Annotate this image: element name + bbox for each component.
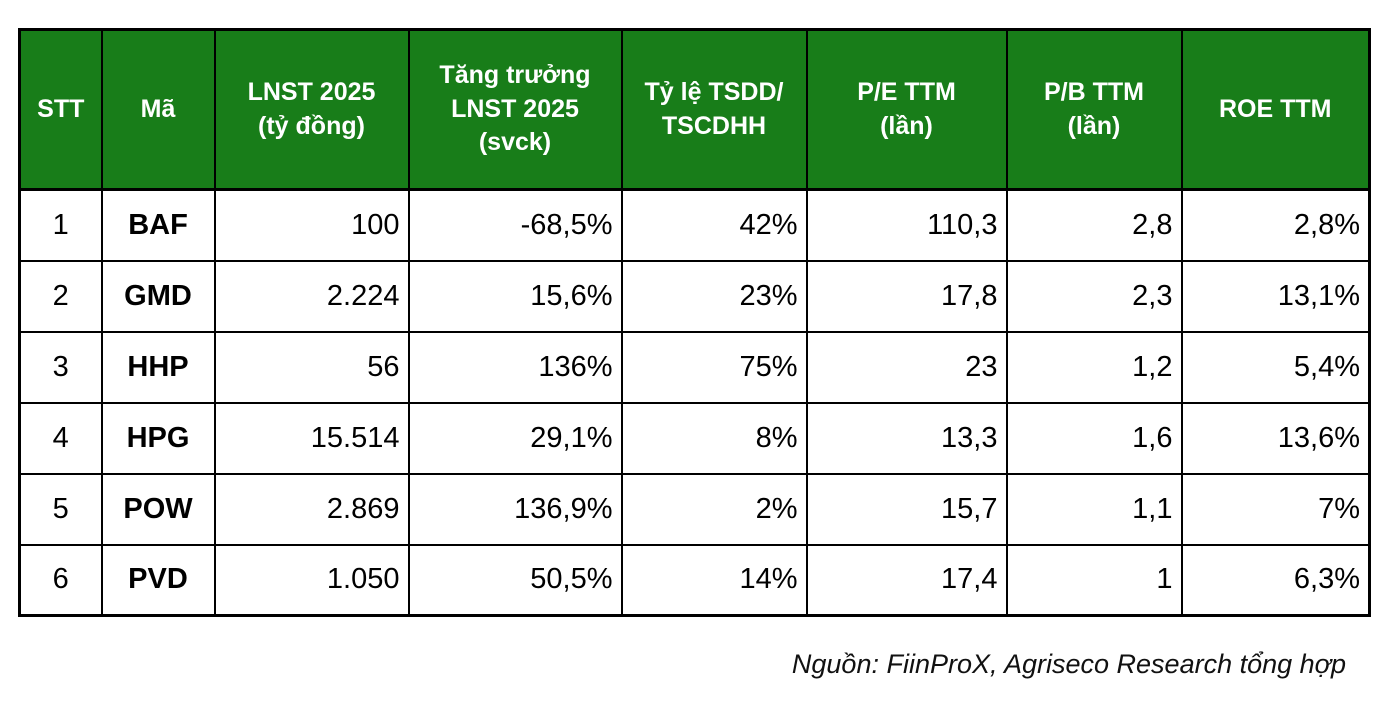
cell-ticker: HHP <box>100 330 216 404</box>
cell-stt: 6 <box>18 543 103 617</box>
cell-pb: 1,1 <box>1005 472 1183 546</box>
header-stt: STT <box>18 28 103 191</box>
cell-pb: 1,6 <box>1005 401 1183 475</box>
cell-stt: 4 <box>18 401 103 475</box>
stock-forecast-table: STT Mã LNST 2025 (tỷ đồng) Tăng trưởng L… <box>18 28 1371 617</box>
header-ticker: Mã <box>100 28 216 191</box>
header-roe-ttm: ROE TTM <box>1180 28 1371 191</box>
cell-ticker: BAF <box>100 188 216 262</box>
cell-roe: 7% <box>1180 472 1371 546</box>
cell-pb: 2,8 <box>1005 188 1183 262</box>
cell-tsdd: 14% <box>620 543 808 617</box>
cell-tsdd: 8% <box>620 401 808 475</box>
cell-pe: 110,3 <box>805 188 1008 262</box>
cell-pe: 13,3 <box>805 401 1008 475</box>
cell-pe: 17,8 <box>805 259 1008 333</box>
cell-pb: 1 <box>1005 543 1183 617</box>
cell-pb: 2,3 <box>1005 259 1183 333</box>
cell-tsdd: 23% <box>620 259 808 333</box>
cell-tsdd: 75% <box>620 330 808 404</box>
cell-ticker: POW <box>100 472 216 546</box>
table-row: 2 GMD 2.224 15,6% 23% 17,8 2,3 13,1% <box>18 259 1371 333</box>
header-lnst-2025: LNST 2025 (tỷ đồng) <box>213 28 410 191</box>
header-pe-ttm: P/E TTM (lần) <box>805 28 1008 191</box>
cell-pe: 15,7 <box>805 472 1008 546</box>
header-lnst-growth: Tăng trưởng LNST 2025 (svck) <box>407 28 623 191</box>
cell-ticker: HPG <box>100 401 216 475</box>
table-row: 5 POW 2.869 136,9% 2% 15,7 1,1 7% <box>18 472 1371 546</box>
cell-roe: 2,8% <box>1180 188 1371 262</box>
cell-lnst: 15.514 <box>213 401 410 475</box>
cell-pb: 1,2 <box>1005 330 1183 404</box>
cell-roe: 13,1% <box>1180 259 1371 333</box>
cell-lnst: 1.050 <box>213 543 410 617</box>
cell-growth: 15,6% <box>407 259 623 333</box>
table-row: 6 PVD 1.050 50,5% 14% 17,4 1 6,3% <box>18 543 1371 617</box>
cell-lnst: 56 <box>213 330 410 404</box>
cell-ticker: GMD <box>100 259 216 333</box>
cell-growth: 136,9% <box>407 472 623 546</box>
cell-roe: 5,4% <box>1180 330 1371 404</box>
cell-pe: 17,4 <box>805 543 1008 617</box>
table-row: 1 BAF 100 -68,5% 42% 110,3 2,8 2,8% <box>18 188 1371 262</box>
cell-growth: 29,1% <box>407 401 623 475</box>
cell-lnst: 2.869 <box>213 472 410 546</box>
table-row: 3 HHP 56 136% 75% 23 1,2 5,4% <box>18 330 1371 404</box>
cell-lnst: 100 <box>213 188 410 262</box>
cell-roe: 6,3% <box>1180 543 1371 617</box>
header-tsdd-ratio: Tỷ lệ TSDD/ TSCDHH <box>620 28 808 191</box>
cell-stt: 5 <box>18 472 103 546</box>
cell-stt: 1 <box>18 188 103 262</box>
cell-ticker: PVD <box>100 543 216 617</box>
cell-stt: 3 <box>18 330 103 404</box>
source-note: Nguồn: FiinProX, Agriseco Research tổng … <box>791 649 1346 679</box>
cell-lnst: 2.224 <box>213 259 410 333</box>
cell-stt: 2 <box>18 259 103 333</box>
header-pb-ttm: P/B TTM (lần) <box>1005 28 1183 191</box>
cell-growth: -68,5% <box>407 188 623 262</box>
table-row: 4 HPG 15.514 29,1% 8% 13,3 1,6 13,6% <box>18 401 1371 475</box>
cell-pe: 23 <box>805 330 1008 404</box>
cell-roe: 13,6% <box>1180 401 1371 475</box>
cell-growth: 50,5% <box>407 543 623 617</box>
table-header-row: STT Mã LNST 2025 (tỷ đồng) Tăng trưởng L… <box>18 28 1371 191</box>
cell-tsdd: 2% <box>620 472 808 546</box>
cell-growth: 136% <box>407 330 623 404</box>
cell-tsdd: 42% <box>620 188 808 262</box>
